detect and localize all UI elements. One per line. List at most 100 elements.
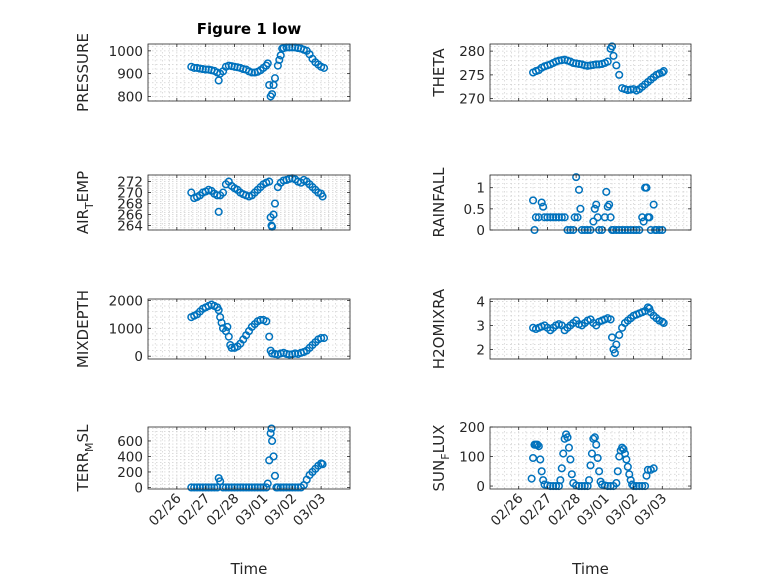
data-point bbox=[247, 483, 256, 492]
x-axis-label: Time bbox=[230, 560, 268, 578]
y-tick-label: 264 bbox=[117, 219, 143, 235]
y-tick-label: 2000 bbox=[109, 293, 143, 309]
data-point bbox=[559, 449, 568, 458]
data-point bbox=[543, 213, 552, 222]
data-point bbox=[265, 80, 274, 90]
data-point bbox=[275, 55, 284, 65]
data-point bbox=[557, 213, 566, 222]
data-point bbox=[615, 330, 624, 340]
data-point bbox=[537, 467, 546, 476]
axes-frame bbox=[489, 43, 692, 102]
axes-frame bbox=[147, 426, 351, 490]
y-tick-label: 100 bbox=[459, 450, 485, 466]
x-tick-label: 03/03 bbox=[290, 491, 329, 530]
y-tick-label: 4 bbox=[476, 294, 485, 310]
data-point bbox=[645, 304, 654, 313]
data-point bbox=[537, 198, 546, 207]
subplot-4: 0 0.5 1 RAINFALL bbox=[430, 167, 692, 239]
data-point bbox=[659, 318, 668, 328]
data-point bbox=[269, 210, 278, 219]
data-point bbox=[207, 483, 216, 492]
data-point bbox=[592, 60, 601, 69]
data-point bbox=[628, 480, 637, 489]
data-point bbox=[218, 188, 228, 197]
subplot-7: 020040060002/2602/2702/2803/0103/0203/03… bbox=[74, 424, 351, 578]
data-point bbox=[279, 483, 288, 492]
data-point bbox=[214, 207, 223, 216]
data-point bbox=[268, 436, 277, 446]
axes-frame bbox=[147, 298, 351, 360]
data-point bbox=[266, 429, 275, 438]
data-point bbox=[288, 483, 297, 492]
data-point bbox=[623, 462, 632, 471]
subplot-1: 800 900 1000 PRESSURE Figure 1 low bbox=[74, 20, 351, 112]
data-point bbox=[223, 322, 232, 331]
data-point bbox=[573, 213, 582, 222]
data-point bbox=[247, 68, 256, 77]
data-point bbox=[227, 483, 236, 492]
y-axis-label: AIRTEMP bbox=[74, 171, 96, 234]
y-axis-label: MIXDEPTH bbox=[74, 290, 92, 368]
y-tick-label: 3 bbox=[476, 318, 485, 334]
data-point bbox=[600, 213, 609, 222]
data-point bbox=[590, 204, 599, 213]
axes-frame bbox=[489, 174, 692, 231]
y-axis-label-part: AIR bbox=[74, 209, 92, 234]
y-axis-label: TERRMSL bbox=[74, 424, 96, 493]
y-tick-label: 800 bbox=[117, 89, 143, 105]
y-axis-label-part: LUX bbox=[430, 425, 448, 454]
data-point bbox=[534, 213, 543, 222]
data-point bbox=[605, 200, 614, 209]
data-point bbox=[622, 455, 631, 464]
y-axis-label-subscript: M bbox=[83, 442, 96, 452]
data-point bbox=[190, 483, 199, 492]
data-point bbox=[603, 57, 612, 66]
data-point bbox=[593, 453, 602, 463]
y-axis-label: H2OMIXRA bbox=[430, 288, 448, 369]
y-tick-label: 0 bbox=[476, 223, 485, 239]
data-point bbox=[527, 474, 536, 483]
data-point bbox=[572, 173, 581, 182]
data-point bbox=[273, 483, 282, 492]
data-point bbox=[602, 187, 611, 196]
data-point bbox=[224, 332, 233, 341]
data-point bbox=[539, 476, 548, 485]
y-axis-label-part: SUN bbox=[430, 460, 448, 492]
y-tick-label: 268 bbox=[117, 197, 143, 213]
data-point bbox=[534, 442, 543, 451]
y-tick-label: 0 bbox=[476, 479, 485, 495]
x-tick-label: 03/03 bbox=[631, 491, 670, 530]
data-point bbox=[619, 445, 628, 454]
data-point bbox=[218, 483, 228, 492]
data-point bbox=[187, 483, 196, 492]
data-point bbox=[590, 433, 599, 442]
data-point bbox=[564, 443, 574, 452]
data-point bbox=[270, 74, 280, 83]
data-point bbox=[263, 479, 272, 488]
y-tick-label: 200 bbox=[117, 465, 143, 481]
data-point bbox=[282, 483, 291, 492]
data-point bbox=[210, 483, 219, 492]
data-point bbox=[658, 317, 667, 326]
data-point bbox=[606, 315, 615, 324]
y-axis-label: SUNFLUX bbox=[430, 425, 452, 492]
axes-frame bbox=[489, 298, 692, 360]
y-tick-label: 0.5 bbox=[464, 202, 485, 218]
data-point bbox=[221, 483, 230, 492]
y-tick-label: 0 bbox=[134, 349, 143, 365]
data-point bbox=[319, 63, 329, 72]
y-tick-label: 280 bbox=[459, 44, 485, 60]
y-tick-label: 1 bbox=[476, 181, 485, 197]
data-point bbox=[563, 433, 572, 442]
axes-frame bbox=[489, 426, 692, 490]
y-axis-label: RAINFALL bbox=[430, 167, 448, 238]
y-tick-label: 270 bbox=[459, 92, 485, 108]
data-point bbox=[198, 65, 207, 74]
data-point bbox=[230, 483, 239, 492]
data-point bbox=[613, 467, 622, 476]
data-point bbox=[659, 67, 668, 76]
data-point bbox=[540, 213, 549, 222]
data-point bbox=[233, 483, 242, 492]
